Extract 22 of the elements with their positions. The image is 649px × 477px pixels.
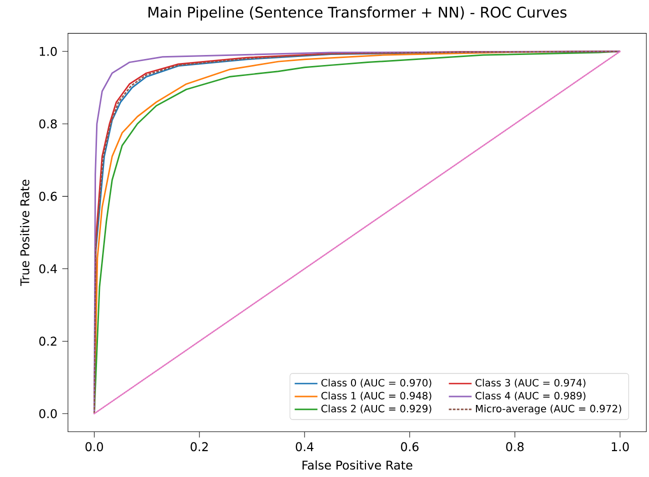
y-tick-label: 1.0: [40, 46, 57, 56]
x-tick-label: 0.8: [506, 442, 524, 452]
legend-label: Class 4 (AUC = 0.989): [476, 392, 586, 401]
y-tick-label: 0.2: [39, 336, 56, 346]
legend-label: Class 2 (AUC = 0.929): [321, 404, 432, 414]
y-tick-label: 0.8: [39, 119, 57, 128]
y-axis-title: True Positive Rate: [20, 180, 30, 286]
y-tick-label: 0.6: [39, 192, 57, 201]
legend-label: Class 1 (AUC = 0.948): [321, 392, 432, 401]
y-tick-label: 0.4: [39, 264, 57, 274]
x-tick-label: 0.2: [190, 442, 208, 452]
legend-label: Micro-average (AUC = 0.972): [476, 404, 622, 414]
line-series: [94, 50, 621, 414]
chart-title: Main Pipeline (Sentence Transformer + NN) - ROC Curves: [148, 6, 567, 21]
x-tick-label: 0.4: [296, 442, 314, 452]
x-tick-label: 0.0: [86, 442, 103, 452]
x-tick-label: 1.0: [612, 442, 629, 452]
x-axis-title: False Positive Rate: [302, 460, 412, 470]
legend-label: Class 0 (AUC = 0.970): [321, 378, 432, 388]
legend-label: Class 3 (AUC = 0.974): [476, 378, 586, 388]
x-tick-label: 0.6: [400, 442, 419, 452]
y-tick-label: 0.0: [39, 409, 57, 418]
